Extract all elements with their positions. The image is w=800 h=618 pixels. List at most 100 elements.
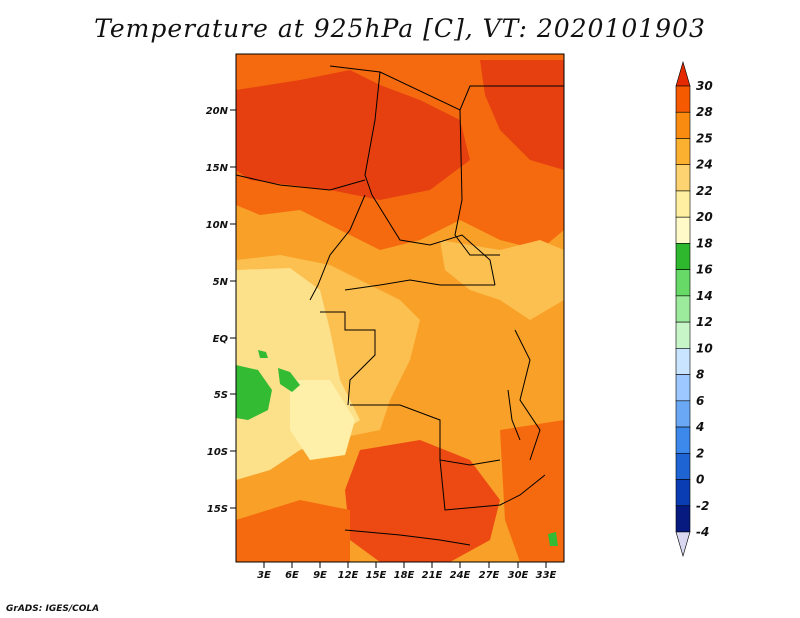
- colorbar-swatch: [675, 479, 691, 507]
- colorbar-swatch: [675, 505, 691, 533]
- colorbar-swatch: [675, 269, 691, 297]
- colorbar-swatch: [675, 400, 691, 428]
- lat-tick: 15N: [206, 163, 236, 174]
- lon-label: 3E: [257, 570, 271, 581]
- cool-patch-1: [236, 365, 272, 420]
- border-lake-tanganyika: [507, 389, 521, 441]
- lon-label: 6E: [285, 570, 299, 581]
- lat-tick: 10N: [206, 220, 236, 231]
- border-gabon-congo: [320, 311, 376, 406]
- border-niger-nigeria: [236, 174, 366, 191]
- border-sudan-west: [454, 109, 500, 256]
- lon-tick: 27E: [479, 562, 500, 581]
- hottest-zone-northeast: [480, 60, 564, 170]
- colorbar-label: 16: [696, 263, 713, 277]
- lat-tick: 20N: [206, 106, 236, 117]
- hottest-zone-north: [236, 70, 470, 200]
- country-borders: [236, 65, 564, 546]
- colorbar-label: 25: [696, 131, 713, 145]
- border-drc-angola: [350, 404, 501, 466]
- border-east: [514, 329, 541, 461]
- colorbar-label: 24: [696, 158, 713, 172]
- basin-east-zone: [440, 240, 564, 320]
- lon-tick: 18E: [394, 562, 415, 581]
- colorbar-swatch: [675, 111, 691, 139]
- lon-label: 12E: [338, 570, 359, 581]
- cool-patch-4: [548, 532, 558, 546]
- border-chad-west: [364, 71, 381, 196]
- latitude-axis: 20N 15N 10N 5N EQ 5S 10S 15S: [206, 106, 236, 515]
- ocean-cool-zone: [290, 380, 355, 460]
- colorbar-top-arrow: [675, 60, 691, 87]
- colorbar-label: 0: [696, 473, 704, 487]
- lon-label: 21E: [422, 570, 443, 581]
- border-zambia: [439, 459, 546, 511]
- border-angola-namibia: [344, 529, 471, 546]
- cool-patch-2: [278, 368, 300, 392]
- colorbar-label: 28: [696, 105, 713, 119]
- map-title: Temperature at 925hPa [C], VT: 202010190…: [94, 14, 706, 43]
- colorbar-label: 2: [696, 446, 704, 460]
- lat-tick: 15S: [207, 504, 236, 515]
- colorbar-swatch: [675, 348, 691, 375]
- lon-tick: 30E: [508, 562, 529, 581]
- lon-label: 18E: [394, 570, 415, 581]
- lon-tick: 21E: [422, 562, 443, 581]
- colorbar-swatch: [675, 452, 691, 480]
- colorbar-label: 12: [696, 315, 713, 329]
- colorbar-label: 8: [696, 368, 704, 382]
- longitude-axis: 3E 6E 9E 12E 15E 18E 21E 24E 27E 30E 33E: [257, 562, 557, 581]
- lon-tick: 15E: [366, 562, 387, 581]
- colorbar-label: 22: [696, 184, 713, 198]
- lon-label: 27E: [479, 570, 500, 581]
- colorbar-label: -4: [696, 525, 709, 539]
- lat-label: 5S: [214, 390, 228, 401]
- colorbar-swatch: [675, 374, 691, 402]
- southern-mid-zone: [236, 500, 350, 562]
- lon-tick: 24E: [450, 562, 471, 581]
- lat-label: EQ: [213, 334, 229, 345]
- colorbar-swatch: [675, 190, 691, 218]
- lon-label: 9E: [313, 570, 327, 581]
- lat-label: 10S: [207, 447, 228, 458]
- lat-tick: 10S: [207, 447, 236, 458]
- colorbar-label: 20: [696, 210, 713, 224]
- lon-tick: 3E: [257, 562, 271, 581]
- lon-tick: 12E: [338, 562, 359, 581]
- border-car-south: [344, 279, 495, 291]
- grads-credit: GrADS: IGES/COLA: [6, 604, 100, 614]
- cool-patch-3: [258, 350, 268, 358]
- lat-tick: 5N: [213, 277, 236, 288]
- border-car: [371, 194, 496, 286]
- temperature-field: [236, 54, 564, 562]
- colorbar-swatch: [675, 216, 691, 244]
- colorbar-swatch: [675, 85, 691, 113]
- hot-zone-south: [345, 440, 500, 562]
- colorbar-swatch: [675, 138, 691, 166]
- lat-label: 10N: [206, 220, 229, 231]
- border-nigeria-cameroon: [309, 194, 366, 301]
- colorbar-swatch: [675, 295, 691, 323]
- lat-tick: EQ: [213, 334, 236, 345]
- colorbar-swatch: [675, 321, 691, 349]
- lat-label: 15N: [206, 163, 229, 174]
- southeast-zone: [500, 420, 564, 562]
- colorbar-label: 4: [695, 420, 704, 434]
- map-frame: [235, 53, 565, 563]
- colorbar-label: 14: [696, 289, 713, 303]
- colorbar-swatch: [675, 426, 691, 454]
- colorbar-label: 30: [696, 79, 713, 93]
- lon-tick: 9E: [313, 562, 327, 581]
- colorbar-label: 6: [696, 394, 704, 408]
- lat-tick: 5S: [214, 390, 236, 401]
- colorbar-label: 18: [696, 236, 713, 250]
- lon-label: 33E: [536, 570, 557, 581]
- colorbar-label: 10: [696, 341, 713, 355]
- lon-tick: 33E: [536, 562, 557, 581]
- lon-label: 24E: [450, 570, 471, 581]
- colorbar-swatch: [675, 164, 691, 192]
- lat-label: 15S: [207, 504, 228, 515]
- colorbar-bottom-arrow: [675, 531, 691, 558]
